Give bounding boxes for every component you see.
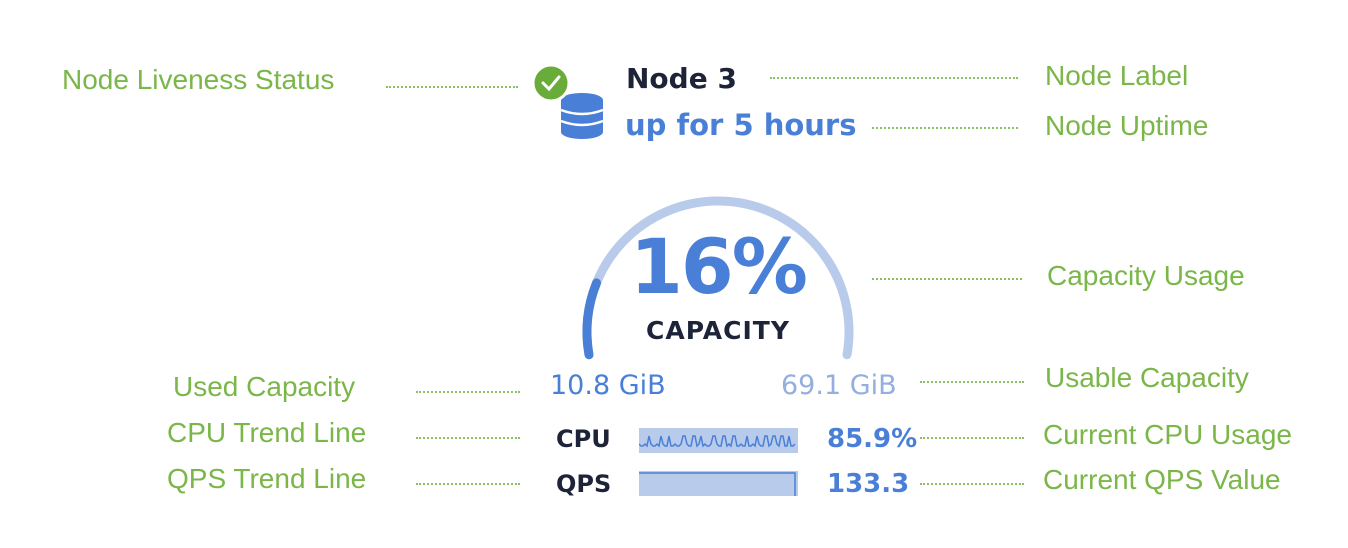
- annotation-usable-capacity: Usable Capacity: [1045, 362, 1249, 393]
- annotation-cpu-current: Current CPU Usage: [1043, 419, 1292, 450]
- annotation-qps-current: Current QPS Value: [1043, 464, 1281, 495]
- leader-line: [416, 437, 520, 439]
- node-icon-group: [531, 63, 604, 139]
- capacity-percent: 16%: [630, 222, 808, 311]
- cpu-trend-line: [639, 435, 796, 448]
- annotation-cpu-trend: CPU Trend Line: [167, 417, 367, 448]
- leader-line: [386, 86, 518, 88]
- cpu-sparkline: [639, 428, 798, 453]
- capacity-gauge: [582, 196, 854, 360]
- node-label: Node 3: [626, 62, 737, 95]
- annotation-qps-trend: QPS Trend Line: [167, 463, 367, 494]
- leader-line: [416, 483, 520, 485]
- qps-label: QPS: [556, 470, 612, 498]
- qps-sparkline: [639, 471, 798, 496]
- leader-line: [770, 77, 1018, 79]
- leader-line: [920, 381, 1024, 383]
- leader-line: [920, 483, 1024, 485]
- node-uptime: up for 5 hours: [625, 108, 857, 142]
- used-capacity: 10.8 GiB: [550, 370, 666, 401]
- cpu-value: 85.9%: [827, 424, 918, 454]
- annotation-used-capacity: Used Capacity: [173, 371, 356, 402]
- annotation-liveness: Node Liveness Status: [62, 64, 335, 95]
- annotation-node-label: Node Label: [1045, 60, 1189, 91]
- capacity-caption: CAPACITY: [646, 316, 790, 345]
- cpu-label: CPU: [556, 425, 611, 453]
- leader-line: [872, 278, 1022, 280]
- annotation-capacity-usage: Capacity Usage: [1047, 260, 1245, 291]
- qps-value: 133.3: [827, 469, 910, 499]
- usable-capacity: 69.1 GiB: [781, 370, 897, 401]
- leader-line: [416, 391, 520, 393]
- gauge-fill: [582, 278, 602, 360]
- leader-line: [872, 127, 1018, 129]
- leader-line: [920, 437, 1024, 439]
- database-icon: [560, 93, 604, 139]
- qps-trend-line: [639, 472, 796, 496]
- annotation-uptime: Node Uptime: [1045, 110, 1209, 141]
- check-circle-icon: [531, 63, 571, 103]
